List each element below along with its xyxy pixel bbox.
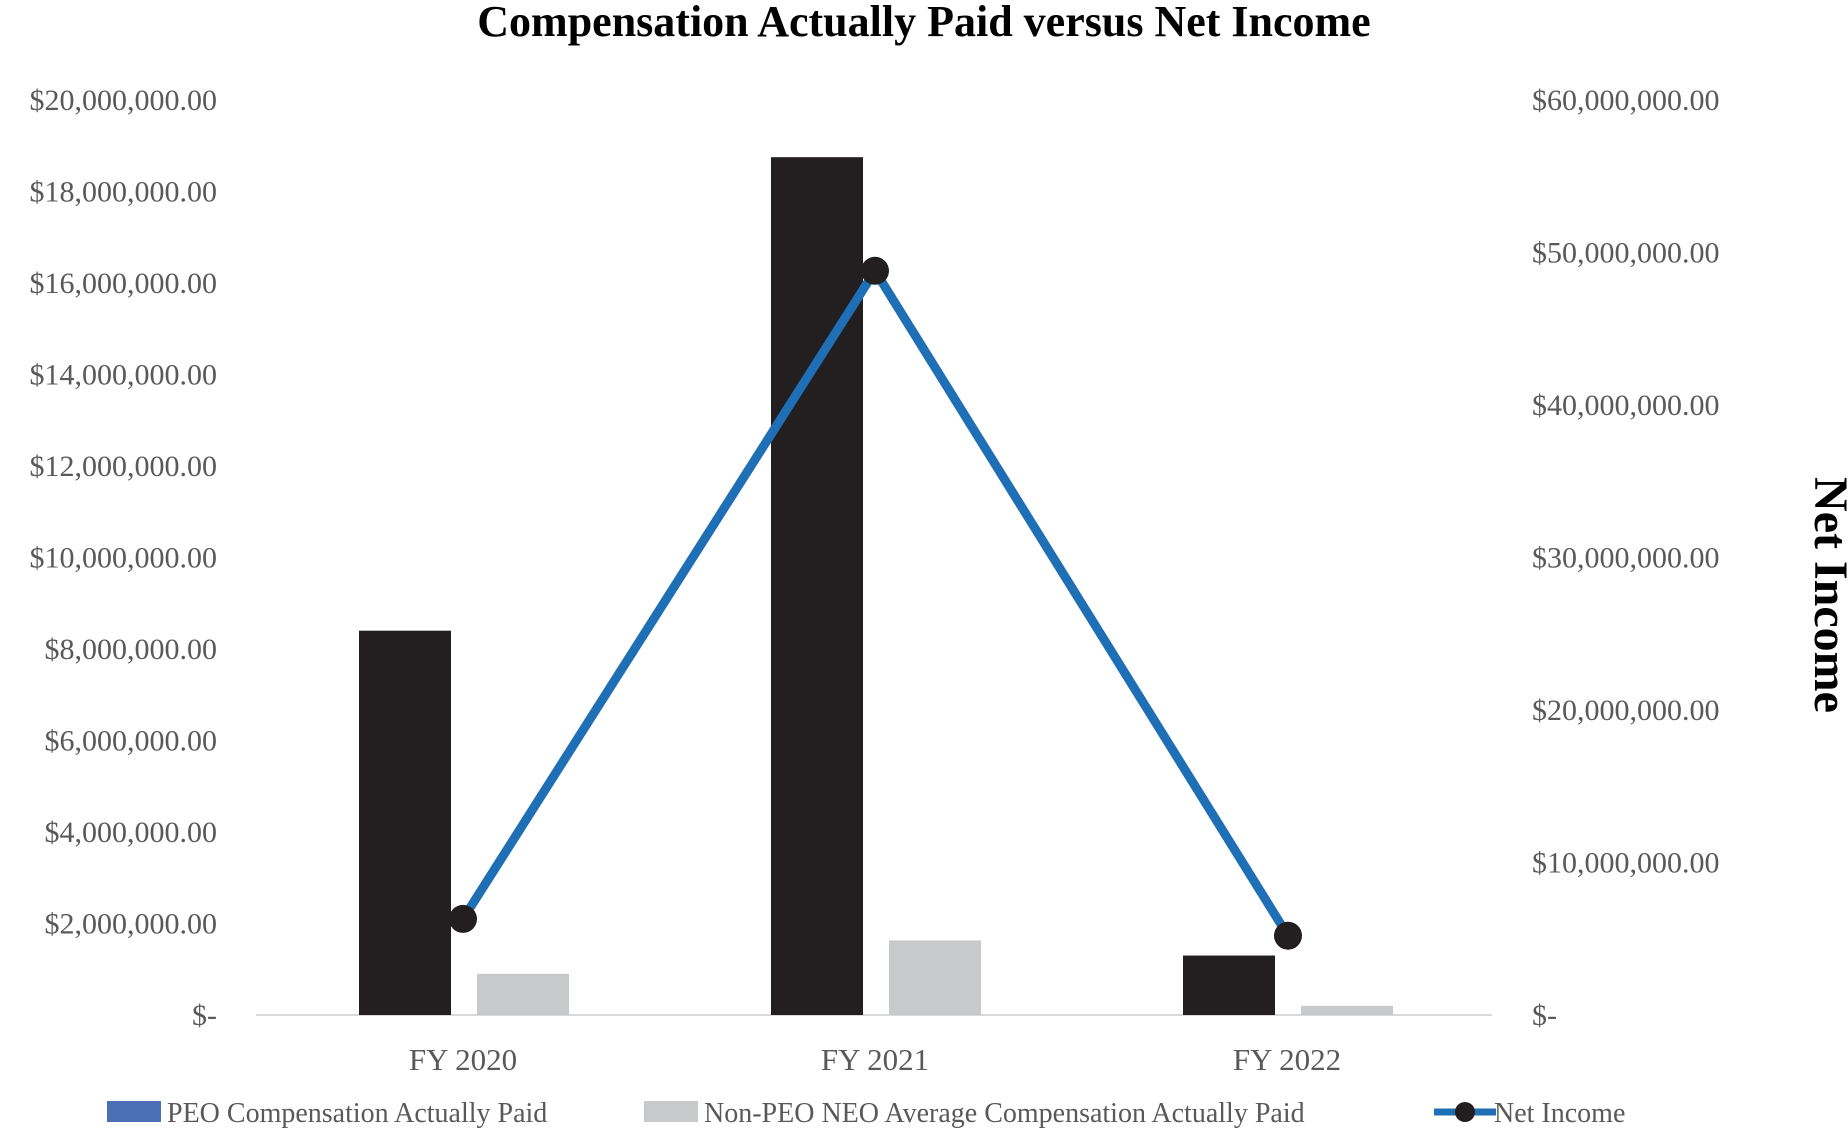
left-tick-label: $8,000,000.00 xyxy=(45,633,218,666)
bars xyxy=(359,157,1393,1015)
legend-label: Net Income xyxy=(1494,1098,1625,1129)
net-income-point xyxy=(1274,921,1302,950)
peo-bar xyxy=(359,630,451,1015)
peo-bar xyxy=(771,157,863,1015)
right-tick-label: $10,000,000.00 xyxy=(1532,847,1720,880)
net-income-point xyxy=(449,904,477,933)
chart-title: Compensation Actually Paid versus Net In… xyxy=(477,0,1370,46)
left-tick-label: $18,000,000.00 xyxy=(30,176,218,209)
legend-marker xyxy=(1455,1102,1475,1122)
left-tick-label: $- xyxy=(192,999,217,1032)
right-axis-label: Net Income xyxy=(1804,477,1848,713)
right-tick-label: $40,000,000.00 xyxy=(1532,389,1720,422)
non-peo-bar xyxy=(889,940,981,1015)
right-tick-label: $50,000,000.00 xyxy=(1532,237,1720,270)
left-axis-ticks: $- $2,000,000.00 $4,000,000.00 $6,000,000.0… xyxy=(30,84,218,1032)
left-tick-label: $16,000,000.00 xyxy=(30,267,218,300)
left-tick-label: $12,000,000.00 xyxy=(30,450,218,483)
category-label: FY 2021 xyxy=(821,1042,929,1077)
net-income-line xyxy=(459,266,1292,939)
right-tick-label: $30,000,000.00 xyxy=(1532,542,1720,575)
peo-bar xyxy=(1183,955,1275,1015)
left-tick-label: $2,000,000.00 xyxy=(45,908,218,941)
legend-swatch xyxy=(644,1101,698,1122)
category-label: FY 2020 xyxy=(409,1042,517,1077)
right-tick-label: $20,000,000.00 xyxy=(1532,694,1720,727)
left-tick-label: $10,000,000.00 xyxy=(30,542,218,575)
left-tick-label: $4,000,000.00 xyxy=(45,816,218,849)
legend-swatch xyxy=(107,1101,161,1122)
category-label: FY 2022 xyxy=(1233,1042,1341,1077)
right-tick-label: $60,000,000.00 xyxy=(1532,84,1720,117)
non-peo-bar xyxy=(1301,1005,1393,1015)
category-labels: FY 2020 FY 2021 FY 2022 xyxy=(409,1042,1341,1077)
net-income-line-group xyxy=(449,256,1302,950)
right-axis-ticks: $- $10,000,000.00 $20,000,000.00 $30,000,00… xyxy=(1532,84,1720,1032)
left-tick-label: $14,000,000.00 xyxy=(30,359,218,392)
net-income-point xyxy=(861,256,889,285)
left-tick-label: $20,000,000.00 xyxy=(30,84,218,117)
legend-label: PEO Compensation Actually Paid xyxy=(167,1098,547,1129)
non-peo-bar xyxy=(477,973,569,1015)
left-tick-label: $6,000,000.00 xyxy=(45,725,218,758)
legend: PEO Compensation Actually Paid Non-PEO NE… xyxy=(107,1098,1625,1129)
legend-label: Non-PEO NEO Average Compensation Actuall… xyxy=(704,1098,1305,1129)
right-tick-label: $- xyxy=(1532,999,1557,1032)
